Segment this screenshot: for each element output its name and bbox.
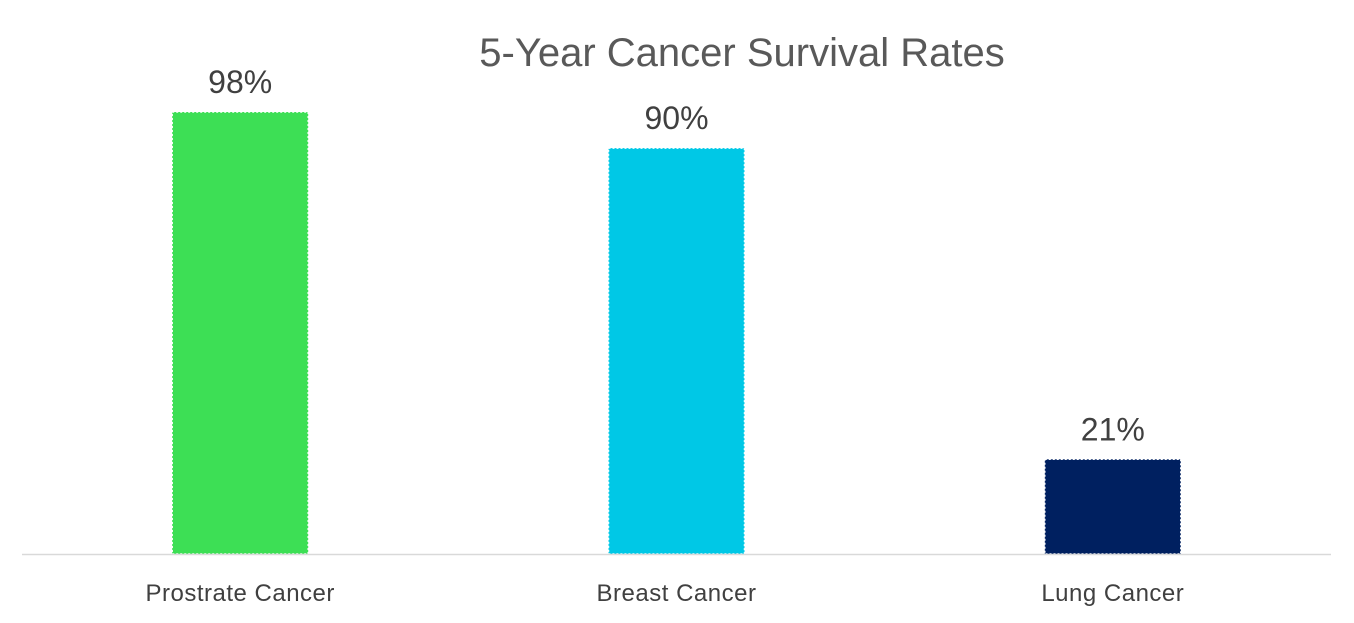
bar-prostrate-cancer [171, 111, 309, 555]
x-tick-label-breast-cancer: Breast Cancer [597, 580, 757, 607]
bar-lung-cancer [1044, 458, 1182, 555]
data-label-prostrate-cancer: 98% [208, 64, 272, 100]
data-label-lung-cancer: 21% [1081, 411, 1145, 447]
chart-title: 5-Year Cancer Survival Rates [479, 31, 1004, 75]
bar-breast-cancer [607, 147, 746, 555]
x-tick-label-prostrate-cancer: Prostrate Cancer [145, 580, 334, 607]
data-label-breast-cancer: 90% [644, 100, 708, 136]
labels-layer: 98% Prostrate Cancer 90% Breast Cancer 21% Lu… [145, 64, 1184, 607]
bars-layer [171, 111, 1182, 555]
x-tick-label-lung-cancer: Lung Cancer [1041, 580, 1184, 607]
